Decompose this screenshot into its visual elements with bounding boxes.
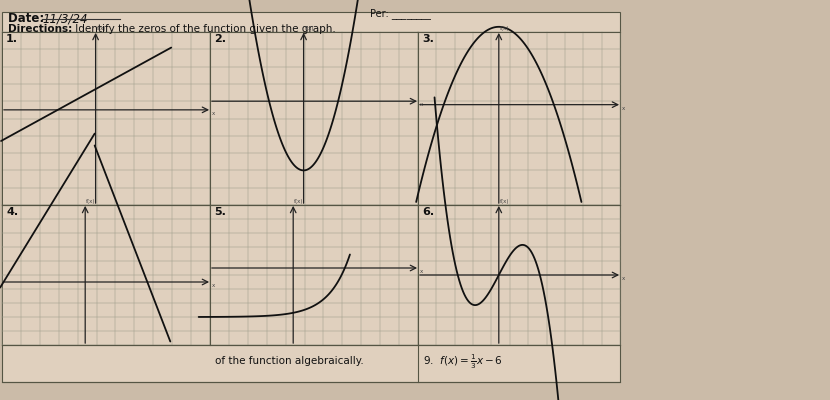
Text: f(x): f(x) — [86, 199, 95, 204]
Text: Per: ________: Per: ________ — [370, 8, 431, 19]
Text: 4.: 4. — [6, 207, 18, 217]
Text: f(x): f(x) — [294, 199, 304, 204]
Text: f(x): f(x) — [305, 26, 314, 31]
Text: x: x — [622, 106, 625, 111]
Text: f(x): f(x) — [500, 26, 510, 31]
Bar — [2, 205, 210, 345]
Text: x: x — [622, 276, 625, 281]
Text: 11/3/24: 11/3/24 — [42, 12, 87, 25]
Bar — [418, 32, 620, 205]
Text: Directions:: Directions: — [8, 24, 72, 34]
Text: x: x — [212, 111, 215, 116]
Text: 5.: 5. — [214, 207, 226, 217]
Text: Date:: Date: — [8, 12, 48, 25]
Text: Identify the zeros of the function given the graph.: Identify the zeros of the function given… — [72, 24, 336, 34]
Text: 1.: 1. — [6, 34, 18, 44]
Bar — [2, 32, 210, 205]
Text: 3.: 3. — [422, 34, 434, 44]
Bar — [210, 32, 418, 205]
Text: f(x): f(x) — [96, 26, 106, 31]
Bar — [210, 205, 418, 345]
Text: x: x — [212, 283, 215, 288]
Text: x: x — [420, 269, 423, 274]
Text: 2.: 2. — [214, 34, 226, 44]
Text: f(x): f(x) — [500, 199, 510, 204]
Bar — [418, 205, 620, 345]
Text: x: x — [420, 102, 423, 107]
Text: of the function algebraically.: of the function algebraically. — [215, 356, 364, 366]
Bar — [2, 12, 620, 382]
Text: 9.  $f(x) = \frac{1}{3}x - 6$: 9. $f(x) = \frac{1}{3}x - 6$ — [423, 352, 503, 371]
Text: 6.: 6. — [422, 207, 434, 217]
